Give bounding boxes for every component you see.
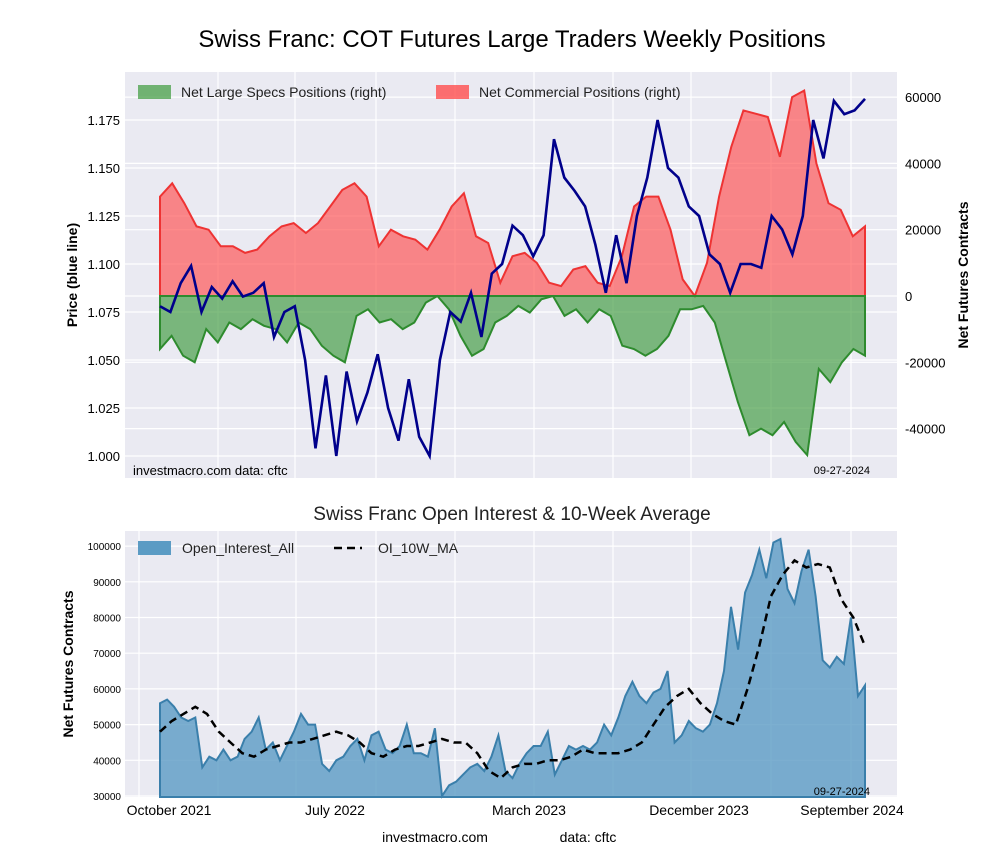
y-right-tick-label: -40000 [905, 422, 945, 437]
x-tick-label: December 2023 [649, 802, 749, 818]
y-right-tick-label: 60000 [905, 90, 941, 105]
date-label: 09-27-2024 [814, 786, 870, 798]
watermark: investmacro.com data: cftc [133, 463, 288, 478]
y-tick-label: 1.075 [87, 305, 120, 320]
y-axis-label: Net Futures Contracts [60, 590, 76, 737]
footer-source: data: cftc [560, 829, 617, 845]
legend-label-oi: Open_Interest_All [182, 540, 294, 556]
y-right-tick-label: 0 [905, 289, 912, 304]
y-tick-label: 30000 [93, 792, 121, 803]
y-axis-label-right: Net Futures Contracts [955, 201, 971, 348]
y-tick-label: 100000 [88, 542, 122, 553]
footer-site: investmacro.com [382, 829, 488, 845]
y-right-tick-label: 40000 [905, 156, 941, 171]
y-tick-label: 1.150 [87, 161, 120, 176]
y-tick-label: 1.125 [87, 209, 120, 224]
y-tick-label: 80000 [93, 614, 121, 625]
subplot-title: Swiss Franc Open Interest & 10-Week Aver… [313, 504, 710, 525]
legend-label-commercial: Net Commercial Positions (right) [479, 84, 681, 100]
legend-swatch-oi [138, 541, 171, 555]
x-tick-label: September 2024 [800, 802, 904, 818]
legend-swatch-commercial [436, 85, 469, 99]
x-tick-label: July 2022 [305, 802, 365, 818]
y-tick-label: 1.025 [87, 401, 120, 416]
y-tick-label: 90000 [93, 578, 121, 589]
legend-label-specs: Net Large Specs Positions (right) [181, 84, 386, 100]
y-tick-label: 1.000 [87, 449, 120, 464]
x-tick-label: March 2023 [492, 802, 566, 818]
y-tick-label: 1.100 [87, 257, 120, 272]
y-tick-label: 60000 [93, 685, 121, 696]
y-tick-label: 1.050 [87, 353, 120, 368]
legend-label-ma: OI_10W_MA [378, 540, 459, 556]
y-right-tick-label: 20000 [905, 223, 941, 238]
main-title: Swiss Franc: COT Futures Large Traders W… [198, 26, 825, 53]
y-tick-label: 1.175 [87, 113, 120, 128]
y-axis-label: Price (blue line) [64, 223, 80, 327]
y-tick-label: 40000 [93, 756, 121, 767]
x-tick-label: October 2021 [127, 802, 212, 818]
y-tick-label: 70000 [93, 649, 121, 660]
legend-swatch-specs [138, 85, 171, 99]
y-tick-label: 50000 [93, 721, 121, 732]
y-right-tick-label: -20000 [905, 355, 945, 370]
date-label: 09-27-2024 [814, 465, 870, 477]
